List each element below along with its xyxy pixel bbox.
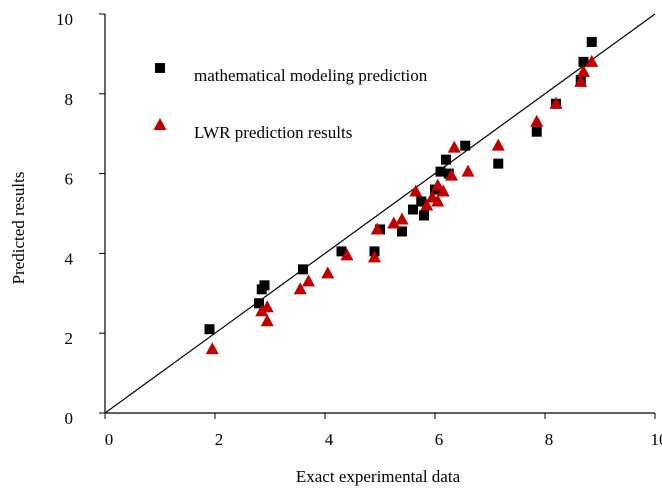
legend-label: mathematical modeling prediction: [194, 66, 428, 85]
data-point-triangle: [585, 54, 599, 67]
data-point-triangle: [205, 342, 219, 355]
data-point-triangle: [321, 266, 335, 279]
legend-marker-triangle: [153, 118, 167, 130]
data-point-square: [397, 226, 407, 237]
x-tick-label: 10: [651, 430, 662, 449]
data-point-triangle: [255, 304, 269, 317]
data-point-triangle: [577, 64, 590, 77]
data-point-triangle: [431, 194, 445, 207]
y-tick-label: 6: [65, 170, 74, 189]
data-point-square: [408, 204, 418, 215]
y-tick-label: 0: [65, 409, 74, 428]
legend-label: LWR prediction results: [194, 123, 352, 142]
data-point-square: [204, 324, 215, 335]
data-point-triangle: [395, 212, 409, 225]
reference-line: [104, 13, 656, 414]
data-point-square: [578, 56, 589, 67]
data-point-triangle: [340, 248, 354, 261]
data-point-triangle: [445, 168, 458, 181]
data-point-triangle: [370, 222, 384, 235]
data-point-square: [493, 158, 504, 169]
data-point-square: [259, 280, 270, 291]
data-point-triangle: [302, 274, 315, 287]
data-point-triangle: [461, 164, 475, 177]
x-tick-label: 8: [545, 430, 554, 449]
data-point-triangle: [409, 184, 423, 197]
data-point-square: [254, 298, 264, 309]
data-point-square: [441, 154, 451, 165]
data-point-square: [419, 210, 429, 221]
x-tick-label: 4: [325, 430, 334, 449]
data-point-triangle: [530, 114, 544, 127]
data-point-square: [443, 168, 454, 179]
data-point-square: [586, 36, 597, 47]
data-point-triangle: [420, 198, 434, 211]
y-axis-title: Predicted results: [9, 172, 28, 285]
x-tick-label: 6: [435, 430, 444, 449]
data-point-square: [416, 196, 427, 207]
data-point-square: [531, 126, 542, 137]
data-point-triangle: [436, 184, 450, 197]
data-point-triangle: [293, 282, 307, 295]
data-point-triangle: [431, 178, 445, 191]
data-point-triangle: [260, 300, 274, 313]
data-point-triangle: [387, 216, 401, 229]
data-point-triangle: [368, 250, 381, 263]
data-point-square: [298, 264, 308, 275]
x-tick-label: 0: [105, 430, 114, 449]
y-tick-label: 10: [56, 10, 73, 29]
legend-marker-square: [155, 63, 165, 73]
data-point-triangle: [260, 314, 274, 327]
x-axis-title: Exact experimental data: [296, 467, 461, 486]
y-tick-label: 2: [65, 329, 74, 348]
data-point-triangle: [574, 74, 588, 87]
data-point-triangle: [549, 96, 563, 109]
data-point-square: [336, 246, 347, 257]
x-tick-label: 2: [215, 430, 224, 449]
y-tick-label: 8: [65, 90, 74, 109]
data-point-square: [460, 140, 471, 151]
y-tick-label: 4: [65, 249, 74, 268]
data-point-triangle: [491, 138, 505, 151]
data-point-triangle: [447, 140, 461, 153]
data-point-square: [435, 166, 446, 177]
